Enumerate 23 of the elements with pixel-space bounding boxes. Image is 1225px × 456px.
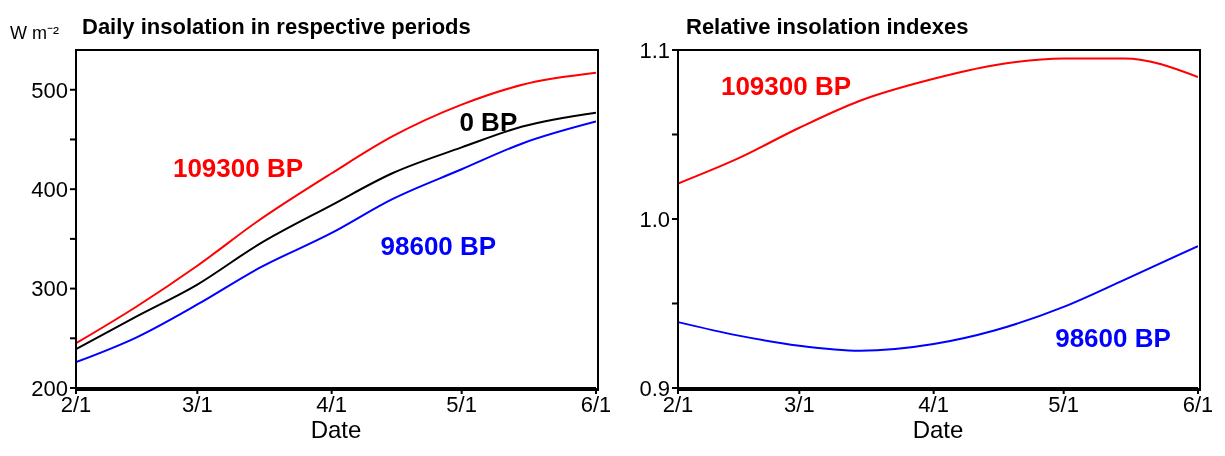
y-tick-label: 400 (31, 176, 68, 202)
y-tick-label: 300 (31, 276, 68, 302)
x-tick-label: 6/1 (580, 391, 612, 417)
x-tick-label: 5/1 (446, 391, 477, 417)
y-tick-label: 1.0 (639, 206, 670, 232)
x-tick-label: 3/1 (784, 391, 815, 417)
chart-title: Daily insolation in respective periods (82, 14, 471, 40)
y-tick-label: 500 (31, 77, 68, 103)
x-tick-label: 4/1 (918, 391, 949, 417)
series-label: 109300 BP (720, 70, 852, 101)
y-axis-title: W m⁻² (10, 22, 59, 44)
y-tick-label: 1.1 (639, 37, 670, 63)
series-label: 98600 BP (380, 230, 497, 262)
x-axis-title: Date (309, 416, 363, 444)
series-label: 0 BP (459, 106, 518, 138)
x-tick-label: 4/1 (316, 391, 347, 417)
series-label: 98600 BP (1055, 322, 1171, 354)
x-tick-label: 6/1 (1182, 391, 1214, 417)
x-tick-label: 3/1 (182, 391, 213, 417)
chart-title: Relative insolation indexes (686, 14, 969, 40)
series-label: 109300 BP (172, 152, 304, 184)
x-axis-title: Date (911, 416, 965, 444)
x-tick-label: 5/1 (1048, 391, 1079, 417)
